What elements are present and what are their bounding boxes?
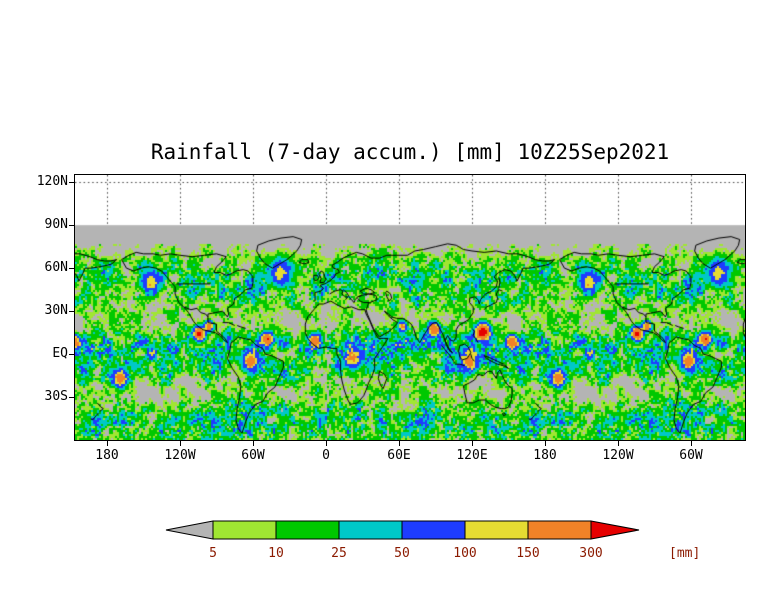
x-axis-tick-mark bbox=[180, 441, 181, 446]
colorbar-level-label: 10 bbox=[268, 546, 284, 561]
colorbar-segment bbox=[401, 520, 466, 540]
x-axis-tick-mark bbox=[326, 441, 327, 446]
y-axis-tick-label: 30S bbox=[44, 389, 68, 404]
rainfall-map-canvas bbox=[75, 175, 745, 440]
colorbar-level-label: 150 bbox=[516, 546, 539, 561]
x-axis-tick-label: 60E bbox=[387, 448, 411, 463]
x-axis-tick-label: 120E bbox=[456, 448, 488, 463]
x-axis-tick-label: 120W bbox=[602, 448, 634, 463]
x-axis-tick-mark bbox=[107, 441, 108, 446]
colorbar-legend: 5 10 25 50 100 150 300 [mm] bbox=[165, 520, 700, 561]
x-axis-tick-mark bbox=[545, 441, 546, 446]
x-axis-tick-label: 60W bbox=[241, 448, 265, 463]
x-axis-tick-mark bbox=[618, 441, 619, 446]
colorbar-level-label: 5 bbox=[209, 546, 217, 561]
colorbar-segment bbox=[338, 520, 403, 540]
x-axis-tick-mark bbox=[399, 441, 400, 446]
y-axis-tick-label: 120N bbox=[36, 174, 68, 189]
x-axis-tick-mark bbox=[253, 441, 254, 446]
y-axis-tick-label: 60N bbox=[44, 260, 68, 275]
x-axis-tick-mark bbox=[691, 441, 692, 446]
colorbar-segment bbox=[464, 520, 529, 540]
x-axis-tick-label: 120W bbox=[164, 448, 196, 463]
colorbar-underflow-arrow bbox=[165, 520, 214, 540]
y-axis-tick-label: 90N bbox=[44, 217, 68, 232]
chart-title: Rainfall (7-day accum.) [mm] 10Z25Sep202… bbox=[150, 140, 670, 164]
x-axis-tick-mark bbox=[472, 441, 473, 446]
colorbar-unit-label: [mm] bbox=[669, 546, 700, 561]
x-axis-tick-label: 180 bbox=[533, 448, 557, 463]
colorbar-segment bbox=[212, 520, 277, 540]
map-plot-area bbox=[74, 174, 746, 441]
colorbar-segment bbox=[527, 520, 592, 540]
colorbar-level-label: 100 bbox=[453, 546, 476, 561]
y-axis-tick-label: 30N bbox=[44, 303, 68, 318]
colorbar-segment bbox=[275, 520, 340, 540]
y-axis-tick-label: EQ bbox=[52, 346, 68, 361]
colorbar-level-label: 50 bbox=[394, 546, 410, 561]
x-axis-tick-label: 180 bbox=[95, 448, 119, 463]
colorbar-level-label: 300 bbox=[579, 546, 602, 561]
colorbar-overflow-arrow bbox=[590, 520, 640, 540]
x-axis-tick-label: 0 bbox=[322, 448, 330, 463]
colorbar-level-label: 25 bbox=[331, 546, 347, 561]
x-axis-tick-label: 60W bbox=[679, 448, 703, 463]
